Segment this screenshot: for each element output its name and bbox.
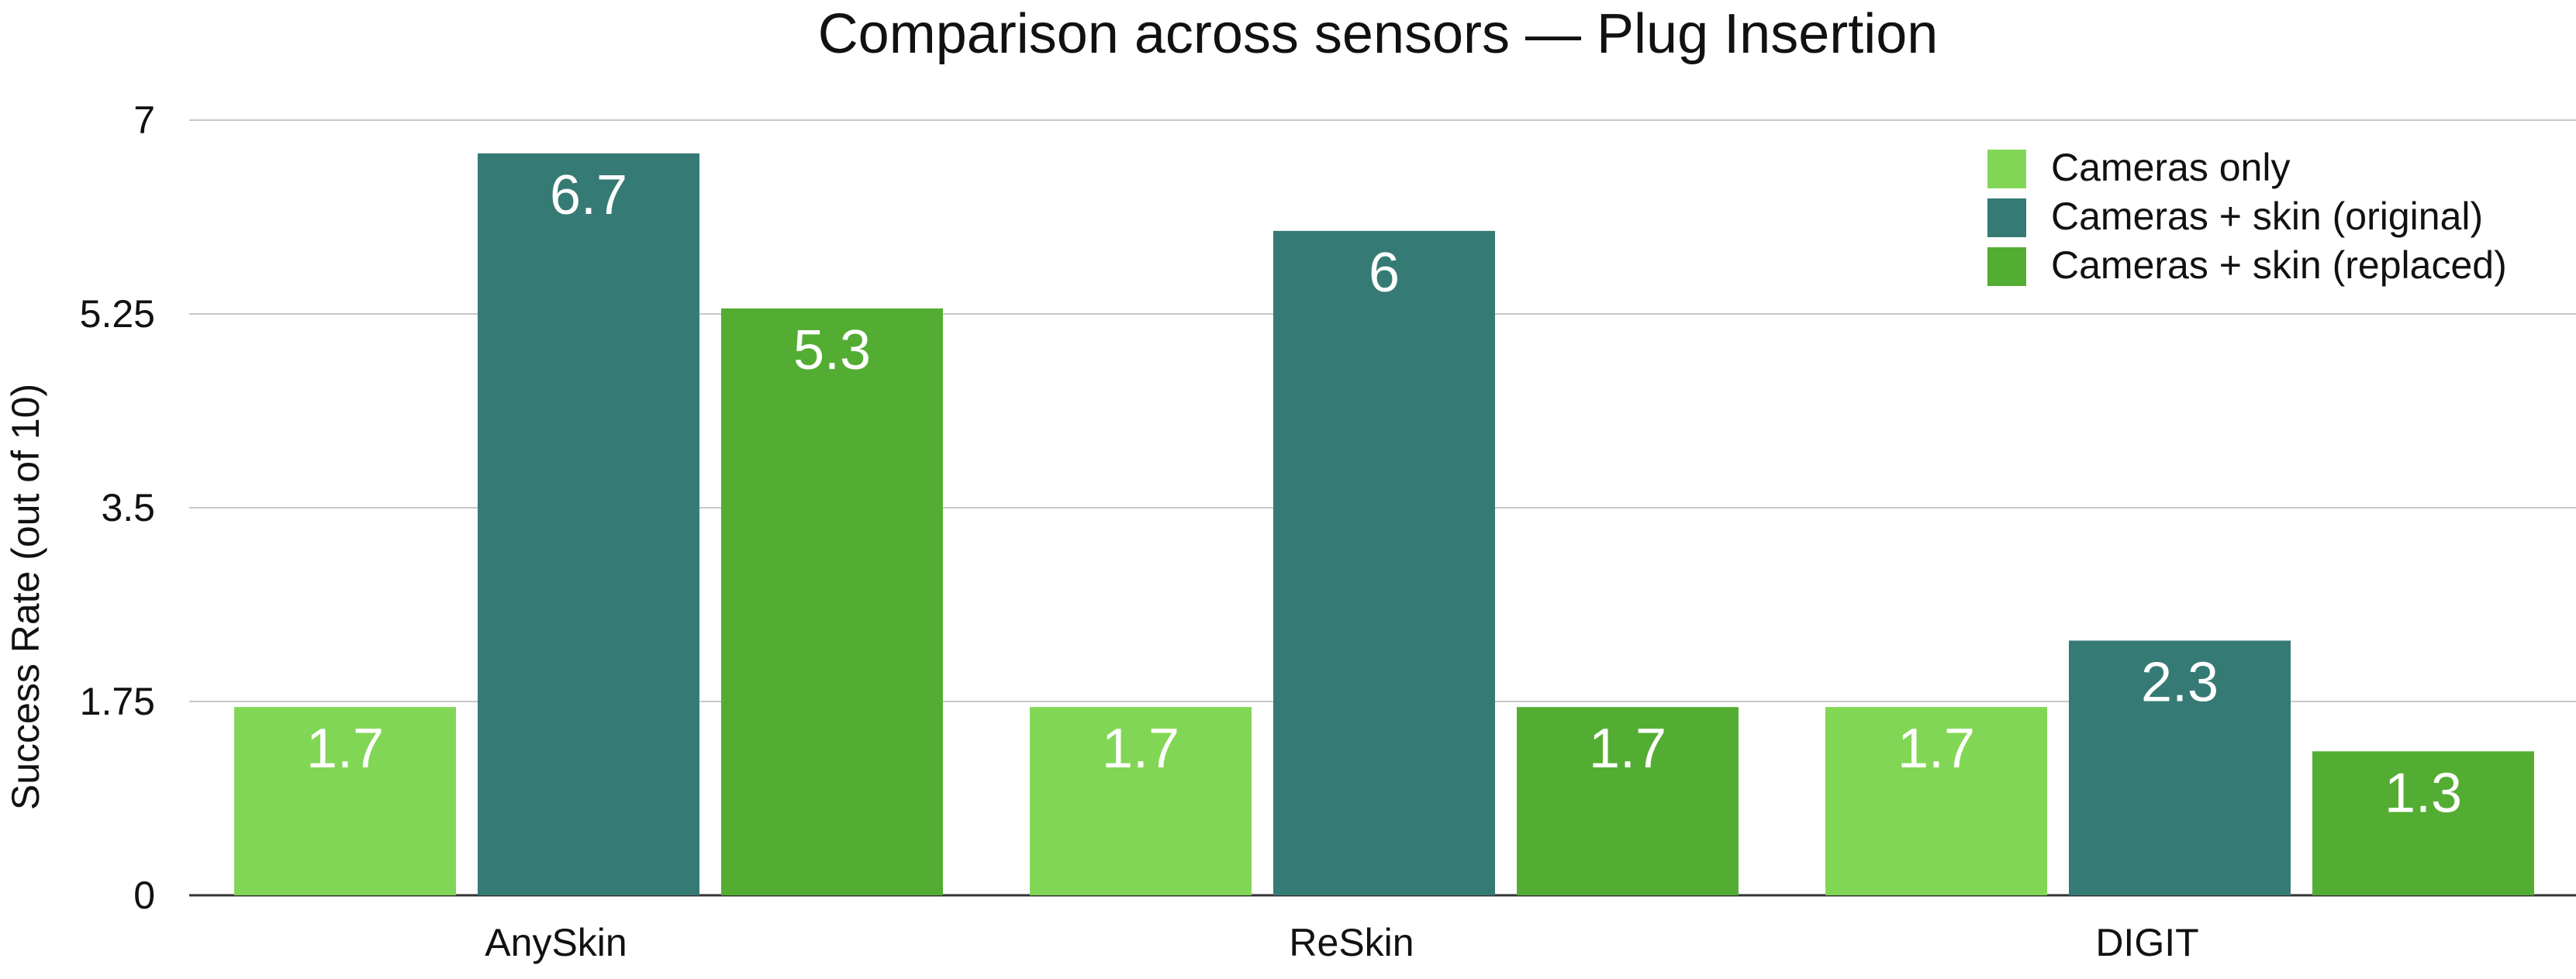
y-tick-labels: 0 1.75 3.5 5.25 7	[80, 98, 155, 917]
legend: Cameras only Cameras + skin (original) Cam…	[1987, 146, 2507, 287]
bar-reskin-series-1	[1030, 707, 1252, 895]
data-label: 5.3	[793, 319, 871, 381]
legend-swatch	[1987, 247, 2026, 286]
data-label: 1.7	[1897, 718, 1975, 780]
bar-digit-series-1	[1825, 707, 2047, 895]
bar-digit-series-3	[2312, 751, 2534, 895]
x-tick-labels: AnySkin ReSkin DIGIT	[485, 921, 2198, 964]
legend-swatch	[1987, 150, 2026, 188]
data-label: 6.7	[550, 164, 627, 226]
bar-anyskin-series-1	[234, 707, 456, 895]
bar-reskin-series-2	[1273, 230, 1495, 895]
bar-digit-series-2	[2069, 640, 2291, 895]
data-label: 2.3	[2141, 651, 2219, 713]
y-tick-label: 7	[133, 98, 155, 142]
data-label: 1.3	[2384, 762, 2462, 824]
x-tick-label: AnySkin	[485, 921, 627, 964]
x-tick-label: ReSkin	[1289, 921, 1414, 964]
legend-label: Cameras + skin (replaced)	[2051, 243, 2507, 287]
data-label: 1.7	[306, 718, 384, 780]
bar-anyskin-series-3	[721, 308, 943, 895]
y-tick-label: 3.5	[101, 486, 155, 529]
bar-reskin-series-3	[1517, 707, 1739, 895]
data-label: 1.7	[1102, 718, 1179, 780]
bar-anyskin-series-2	[478, 153, 699, 895]
y-tick-label: 1.75	[80, 680, 155, 723]
data-label: 6	[1369, 242, 1400, 304]
x-tick-label: DIGIT	[2095, 921, 2198, 964]
bars	[234, 153, 2534, 895]
legend-swatch	[1987, 198, 2026, 237]
chart-title: Comparison across sensors — Plug Inserti…	[818, 3, 1939, 65]
data-label: 1.7	[1589, 718, 1666, 780]
legend-label: Cameras only	[2051, 146, 2290, 189]
legend-label: Cameras + skin (original)	[2051, 195, 2483, 238]
data-labels: 1.7 6.7 5.3 1.7 6 1.7 1.7 2.3 1.3	[306, 164, 2462, 824]
y-tick-label: 0	[133, 874, 155, 917]
y-axis-label: Success Rate (out of 10)	[4, 384, 47, 810]
y-tick-label: 5.25	[80, 292, 155, 336]
